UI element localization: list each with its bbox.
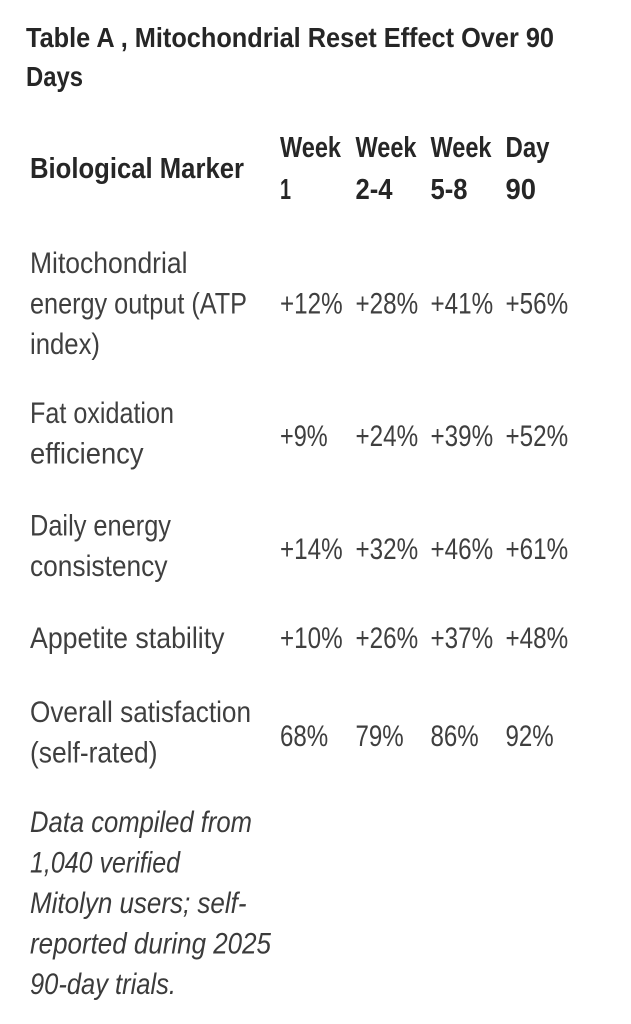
svg-text:+48%: +48% xyxy=(506,622,569,655)
svg-text:+52%: +52% xyxy=(506,420,569,453)
svg-text:consistency: consistency xyxy=(30,550,168,583)
svg-text:index): index) xyxy=(30,328,100,361)
svg-text:+56%: +56% xyxy=(506,288,569,321)
svg-text:reported during 2025: reported during 2025 xyxy=(30,928,271,961)
svg-text:Mitochondrial: Mitochondrial xyxy=(30,247,188,280)
svg-text:+10%: +10% xyxy=(280,622,343,655)
svg-text:(self-rated): (self-rated) xyxy=(30,737,158,770)
svg-text:90: 90 xyxy=(506,174,537,206)
svg-text:86%: 86% xyxy=(431,720,479,753)
svg-text:+28%: +28% xyxy=(356,288,419,321)
svg-text:+14%: +14% xyxy=(280,533,343,566)
svg-text:Table A , Mitochondrial Reset: Table A , Mitochondrial Reset Effect Ove… xyxy=(26,22,554,53)
svg-text:Daily energy: Daily energy xyxy=(30,510,171,543)
svg-text:Day: Day xyxy=(506,132,550,164)
svg-text:Overall satisfaction: Overall satisfaction xyxy=(30,696,251,729)
svg-text:Mitolyn users; self-: Mitolyn users; self- xyxy=(30,887,247,920)
svg-text:energy output (ATP: energy output (ATP xyxy=(30,288,247,321)
svg-text:Week: Week xyxy=(431,132,493,164)
svg-text:efficiency: efficiency xyxy=(30,438,144,471)
svg-text:+41%: +41% xyxy=(431,288,494,321)
svg-text:Fat oxidation: Fat oxidation xyxy=(30,397,174,430)
svg-text:+26%: +26% xyxy=(356,622,419,655)
svg-text:+61%: +61% xyxy=(506,533,569,566)
svg-text:+39%: +39% xyxy=(431,420,494,453)
svg-text:Days: Days xyxy=(26,61,83,92)
svg-text:Data compiled from: Data compiled from xyxy=(30,806,252,839)
svg-text:+32%: +32% xyxy=(356,533,419,566)
svg-text:1: 1 xyxy=(280,174,291,206)
svg-text:90-day trials.: 90-day trials. xyxy=(30,968,176,1001)
svg-text:Appetite stability: Appetite stability xyxy=(30,622,225,655)
svg-text:+12%: +12% xyxy=(280,288,343,321)
svg-text:+46%: +46% xyxy=(431,533,494,566)
svg-text:92%: 92% xyxy=(506,720,554,753)
svg-text:1,040 verified: 1,040 verified xyxy=(30,847,181,880)
svg-text:79%: 79% xyxy=(356,720,404,753)
svg-text:Week: Week xyxy=(280,132,342,164)
svg-text:+24%: +24% xyxy=(356,420,419,453)
svg-text:5-8: 5-8 xyxy=(431,174,468,206)
svg-text:+9%: +9% xyxy=(280,420,328,453)
svg-text:Biological Marker: Biological Marker xyxy=(30,153,244,185)
svg-text:68%: 68% xyxy=(280,720,328,753)
svg-text:+37%: +37% xyxy=(431,622,494,655)
svg-text:Week: Week xyxy=(356,132,418,164)
svg-text:2-4: 2-4 xyxy=(356,174,393,206)
